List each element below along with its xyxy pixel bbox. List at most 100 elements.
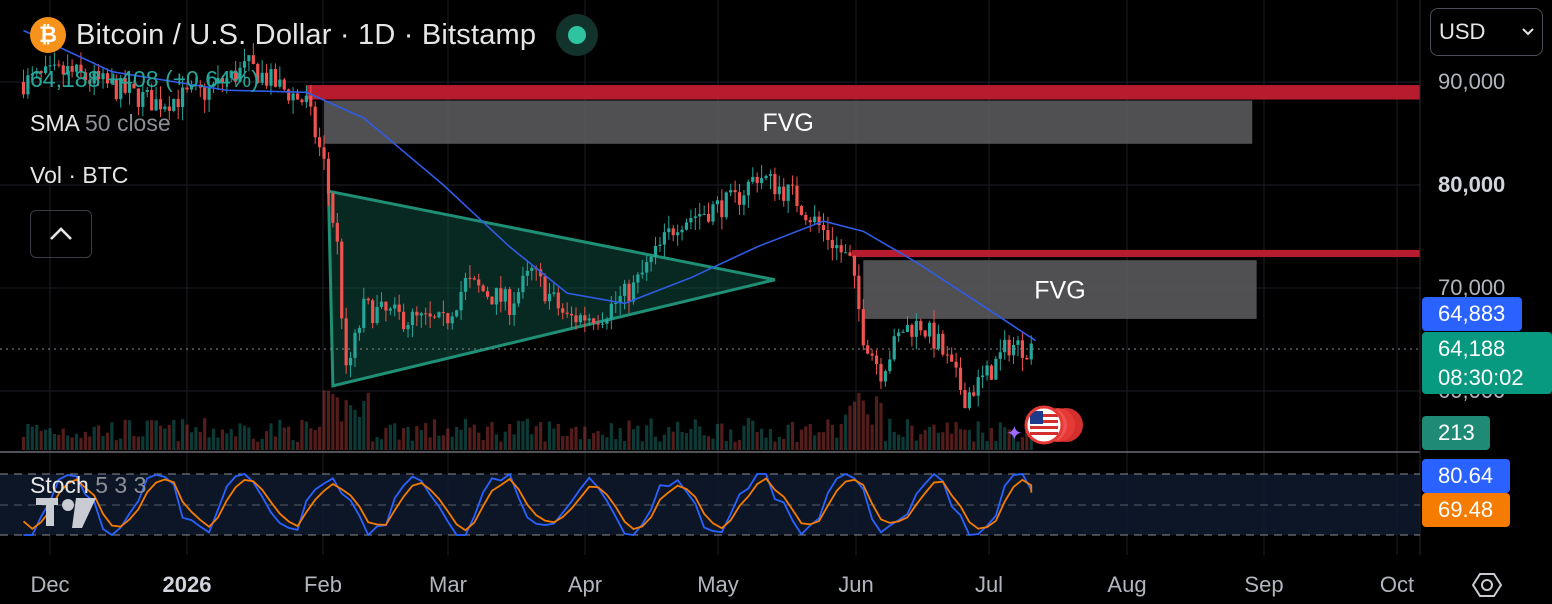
candle <box>335 222 339 242</box>
volume-bar <box>764 437 768 450</box>
volume-bar <box>658 441 662 450</box>
candle <box>388 308 392 311</box>
volume-bar <box>150 420 154 450</box>
candle <box>923 330 927 337</box>
candle <box>242 61 247 68</box>
volume-bar <box>256 441 260 450</box>
fvg-zone <box>324 100 1253 144</box>
volume-bar <box>874 396 879 450</box>
volume-bar <box>614 439 618 450</box>
candle <box>556 292 560 309</box>
candle <box>662 232 666 245</box>
volume-bar <box>145 420 149 450</box>
volume-bar <box>318 426 322 450</box>
volume-bar <box>282 427 286 450</box>
volume-bar <box>813 435 817 450</box>
volume-bar <box>790 421 795 450</box>
candle <box>866 345 870 354</box>
volume-bar <box>260 438 264 450</box>
symbol-title[interactable]: Bitcoin / U.S. Dollar · 1D · Bitstamp <box>76 18 537 51</box>
volume-bar <box>304 421 308 450</box>
volume-bar <box>287 426 291 450</box>
candle <box>477 279 481 286</box>
candle <box>437 312 441 318</box>
candle <box>70 66 74 72</box>
candle <box>861 309 865 346</box>
x-tick: Dec <box>30 572 69 597</box>
volume-bar <box>623 441 627 450</box>
volume-bar <box>74 433 79 450</box>
volume-bar <box>830 424 834 450</box>
volume-bar <box>468 427 472 450</box>
volume-bar <box>768 429 773 450</box>
sma-legend[interactable]: SMA 50 close <box>30 110 171 137</box>
volume-bar <box>844 414 848 450</box>
candle <box>92 70 96 84</box>
candle <box>463 277 468 292</box>
resistance-band <box>306 85 1420 100</box>
volume-bar <box>552 428 556 450</box>
settings-icon[interactable] <box>1472 570 1502 600</box>
candle <box>808 220 812 223</box>
candle <box>927 322 932 337</box>
collapse-legend-button[interactable] <box>30 210 92 258</box>
candle <box>291 93 295 101</box>
volume-bar <box>348 405 353 450</box>
candle <box>777 186 781 195</box>
candle <box>547 293 552 302</box>
candle <box>888 359 892 372</box>
candle <box>530 267 534 271</box>
volume-bar <box>733 441 737 450</box>
volume-bar <box>141 436 145 450</box>
volume-bar <box>786 424 790 450</box>
volume-bar <box>556 423 560 450</box>
candle <box>163 106 167 110</box>
last-price-value: 64,188 <box>1438 336 1506 361</box>
candle <box>790 184 795 186</box>
volume-bar <box>508 423 512 450</box>
candle <box>967 392 971 409</box>
candle <box>455 310 459 317</box>
volume-bar <box>729 429 733 450</box>
volume-bar <box>211 428 216 450</box>
candle <box>468 277 472 279</box>
x-tick: 2026 <box>163 572 212 597</box>
candle <box>786 184 790 201</box>
volume-legend[interactable]: Vol · BTC <box>30 162 129 188</box>
sma-price-label: 64,883 <box>1422 297 1522 331</box>
volume-bar <box>406 426 410 450</box>
volume-bar <box>353 409 357 450</box>
candle <box>287 89 291 101</box>
symbol-header[interactable]: ₿ Bitcoin / U.S. Dollar · 1D · Bitstamp <box>30 14 599 56</box>
market-status-icon[interactable] <box>556 14 599 56</box>
volume-bar <box>777 436 781 450</box>
volume-bar <box>746 418 750 450</box>
volume-bar <box>583 426 587 450</box>
candle <box>30 73 34 76</box>
candle <box>746 181 750 196</box>
volume-bar <box>972 441 976 450</box>
candle <box>101 73 105 80</box>
volume-bar <box>574 426 578 450</box>
candle <box>768 174 773 176</box>
candle <box>74 64 79 72</box>
candle <box>680 229 684 233</box>
volume-bar <box>79 438 83 450</box>
candle <box>989 365 994 380</box>
candle <box>578 315 582 323</box>
candle <box>835 245 839 249</box>
volume-bar <box>954 422 958 450</box>
volume-bar <box>269 423 273 450</box>
stoch-legend[interactable]: Stoch 5 3 3 <box>30 472 146 499</box>
sma-params: 50 close <box>84 110 171 136</box>
currency-select[interactable]: USD <box>1430 8 1543 56</box>
candle <box>1016 340 1020 345</box>
candle <box>402 311 406 330</box>
volume-bar <box>313 430 317 450</box>
volume-bar <box>97 425 101 450</box>
candle <box>715 200 720 205</box>
volume-bar <box>985 441 989 450</box>
volume-bar <box>941 432 945 450</box>
bar-countdown: 08:30:02 <box>1438 365 1524 390</box>
